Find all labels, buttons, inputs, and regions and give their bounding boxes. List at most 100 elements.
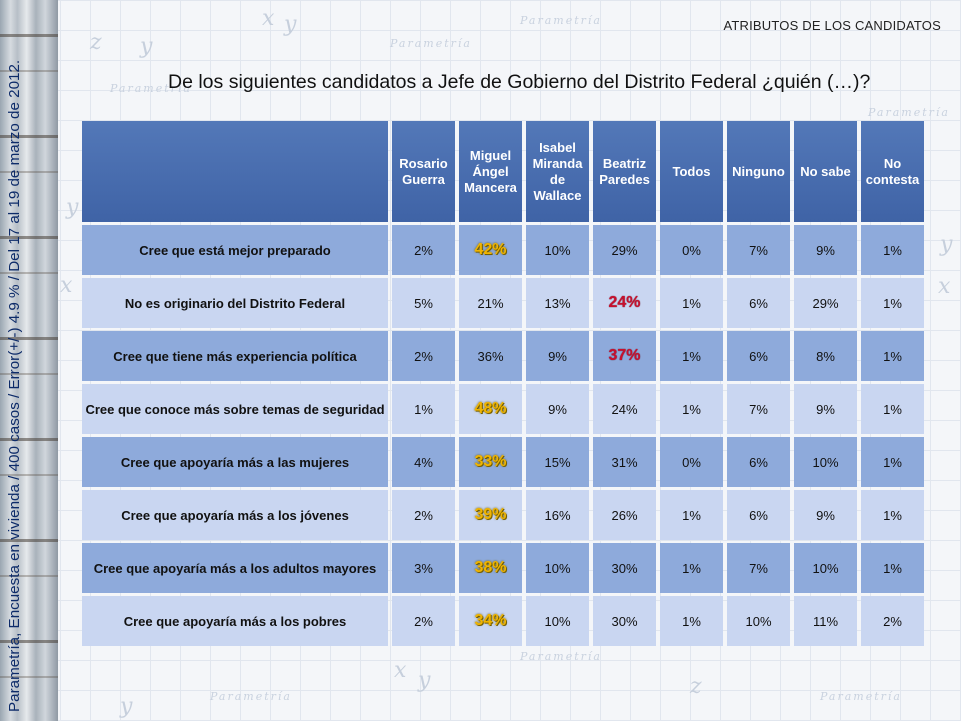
column-header: Miguel Ángel Mancera [459, 121, 522, 222]
value-cell: 31% [593, 437, 656, 487]
value-text: 31% [611, 454, 638, 470]
results-table: Rosario Guerra Miguel Ángel Mancera Isabel… [78, 118, 928, 649]
highlighted-value: 34% [474, 612, 507, 629]
birch-bark-strip [0, 0, 58, 721]
bg-glyph-y-2: y [140, 34, 153, 59]
value-text: 1% [883, 348, 902, 364]
value-text: 6% [749, 295, 768, 311]
value-cell: 42% [459, 225, 522, 275]
value-cell: 3% [392, 543, 455, 593]
bg-glyph-x-1: x [262, 6, 275, 31]
table-row: Cree que apoyaría más a las mujeres 4% 33%… [82, 437, 924, 487]
value-text: 2% [414, 242, 433, 258]
value-cell: 8% [794, 331, 857, 381]
value-text: 9% [816, 401, 835, 417]
value-cell: 1% [660, 596, 723, 646]
value-text: 30% [611, 560, 638, 576]
value-cell: 1% [660, 384, 723, 434]
value-cell: 24% [593, 278, 656, 328]
table-row: Cree que apoyaría más a los adultos mayo… [82, 543, 924, 593]
value-text: 7% [749, 560, 768, 576]
row-label: Cree que tiene más experiencia política [82, 331, 388, 381]
row-label: Cree que apoyaría más a los adultos mayo… [82, 543, 388, 593]
highlighted-value: 33% [474, 453, 507, 470]
value-text: 1% [414, 401, 433, 417]
value-text: 24% [611, 401, 638, 417]
watermark-5: Parametría [520, 650, 602, 663]
value-cell: 16% [526, 490, 589, 540]
value-text: 6% [749, 348, 768, 364]
value-text: 1% [682, 295, 701, 311]
highlighted-value: 24% [608, 294, 641, 311]
value-cell: 1% [861, 331, 924, 381]
watermark-1: Parametría [390, 37, 472, 50]
value-text: 30% [611, 613, 638, 629]
value-text: 1% [682, 401, 701, 417]
value-text: 1% [883, 507, 902, 523]
row-label: Cree que conoce más sobre temas de segur… [82, 384, 388, 434]
value-text: 13% [544, 295, 571, 311]
value-text: 10% [544, 613, 571, 629]
value-text: 2% [414, 613, 433, 629]
bg-glyph-x-2: x [938, 274, 951, 299]
value-cell: 10% [727, 596, 790, 646]
value-cell: 1% [660, 331, 723, 381]
value-cell: 4% [392, 437, 455, 487]
results-table-body: Cree que está mejor preparado 2% 42% 10% 29%… [82, 225, 924, 646]
value-cell: 9% [794, 225, 857, 275]
value-cell: 0% [660, 225, 723, 275]
value-cell: 1% [660, 543, 723, 593]
value-cell: 5% [392, 278, 455, 328]
value-cell: 48% [459, 384, 522, 434]
bg-glyph-y-1: y [284, 12, 297, 37]
row-label: Cree que apoyaría más a los pobres [82, 596, 388, 646]
value-text: 29% [611, 242, 638, 258]
value-text: 5% [414, 295, 433, 311]
highlighted-value: 37% [608, 347, 641, 364]
value-cell: 2% [392, 490, 455, 540]
value-cell: 30% [593, 543, 656, 593]
column-header: Ninguno [727, 121, 790, 222]
value-cell: 34% [459, 596, 522, 646]
value-text: 1% [883, 454, 902, 470]
value-cell: 2% [392, 225, 455, 275]
value-text: 10% [812, 560, 839, 576]
value-cell: 37% [593, 331, 656, 381]
value-cell: 13% [526, 278, 589, 328]
value-text: 21% [477, 295, 504, 311]
question-title: De los siguientes candidatos a Jefe de G… [168, 71, 871, 93]
value-text: 6% [749, 507, 768, 523]
value-cell: 21% [459, 278, 522, 328]
value-text: 16% [544, 507, 571, 523]
value-text: 9% [548, 401, 567, 417]
value-cell: 9% [794, 384, 857, 434]
value-text: 2% [883, 613, 902, 629]
value-cell: 6% [727, 278, 790, 328]
value-cell: 1% [861, 225, 924, 275]
bg-glyph-y-6: y [66, 195, 79, 220]
value-text: 36% [477, 348, 504, 364]
value-cell: 9% [526, 331, 589, 381]
value-text: 10% [745, 613, 772, 629]
header-blank-cell [82, 121, 388, 222]
value-cell: 33% [459, 437, 522, 487]
bg-glyph-z-2: z [690, 674, 702, 699]
value-cell: 10% [526, 596, 589, 646]
value-cell: 2% [392, 596, 455, 646]
value-text: 10% [544, 560, 571, 576]
highlighted-value: 38% [474, 559, 507, 576]
table-row: Cree que está mejor preparado 2% 42% 10% 29%… [82, 225, 924, 275]
column-header: No contesta [861, 121, 924, 222]
value-cell: 6% [727, 490, 790, 540]
value-cell: 1% [861, 490, 924, 540]
column-header: Beatriz Paredes [593, 121, 656, 222]
value-text: 1% [682, 613, 701, 629]
value-text: 1% [883, 295, 902, 311]
bg-glyph-z-1: z [90, 30, 102, 55]
value-cell: 1% [392, 384, 455, 434]
value-text: 15% [544, 454, 571, 470]
value-cell: 11% [794, 596, 857, 646]
column-header: Todos [660, 121, 723, 222]
value-text: 9% [816, 242, 835, 258]
value-text: 7% [749, 242, 768, 258]
